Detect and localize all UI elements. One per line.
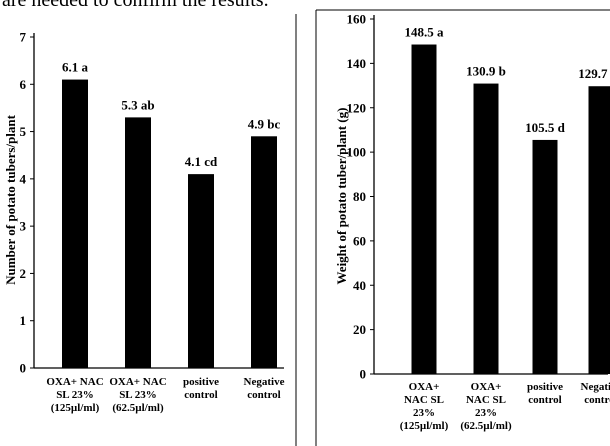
y-tick-label: 80 [353,189,366,204]
chart-panel-tuber-weight: 0 20 40 60 80 100 120 140 160 Weight of potato tu… [334,12,610,432]
bar-data-label: 130.9 b [466,64,506,79]
bar [62,79,88,369]
bar [188,174,214,368]
y-tick-label: 140 [347,56,367,71]
y-tick-label: 0 [20,361,27,376]
y-tick-label: 20 [353,322,366,337]
bar [532,139,558,374]
y-tick-label: 160 [347,12,367,27]
y-tick-label: 1 [20,313,27,328]
y-tick-label: 40 [353,278,366,293]
category-label: OXA+ NAC SL 23% (62.5µl/ml) [460,381,512,432]
y-tick-label: 2 [20,266,27,281]
bar [125,117,151,368]
y-tick-label: 7 [20,30,27,45]
y-axis-title: Number of potato tubers/plant [3,114,18,285]
bar [251,136,277,368]
bar-data-label: 148.5 a [405,25,445,40]
chart-panel-tuber-count: 0 1 2 3 4 5 6 7 Number of potato tubers/plant 6.1… [3,30,285,415]
top-caption: are needed to confirm the results. [2,0,269,11]
bar [473,83,499,375]
bar-data-label: 4.9 bc [248,116,281,131]
y-tick-label: 120 [347,100,367,115]
y-tick-label: 3 [20,219,27,234]
y-tick-label: 4 [20,171,27,186]
category-label: positive control [527,381,563,406]
y-tick-label: 100 [347,145,367,160]
bar-data-label: 105.5 d [525,120,566,135]
bar-data-label: 129.7 bc [578,66,610,81]
bar-data-label: 5.3 ab [121,97,154,112]
bar-data-label: 4.1 cd [185,154,218,169]
y-tick-label: 5 [20,124,27,139]
category-label: OXA+ NAC SL 23% (62.5µl/ml) [109,376,166,414]
category-label: OXA+ NAC SL 23% (125µl/ml) [400,381,449,432]
y-tick-label: 0 [360,367,367,382]
bar [588,86,610,375]
bar [411,44,437,374]
category-label: OXA+ NAC SL 23% (125µl/ml) [46,376,103,414]
y-axis-title: Weight of potato tuber/plant (g) [334,108,349,285]
category-label: positive control [183,376,219,401]
bar-data-label: 6.1 a [62,60,89,75]
y-tick-label: 6 [20,77,27,92]
y-tick-label: 60 [353,233,366,248]
